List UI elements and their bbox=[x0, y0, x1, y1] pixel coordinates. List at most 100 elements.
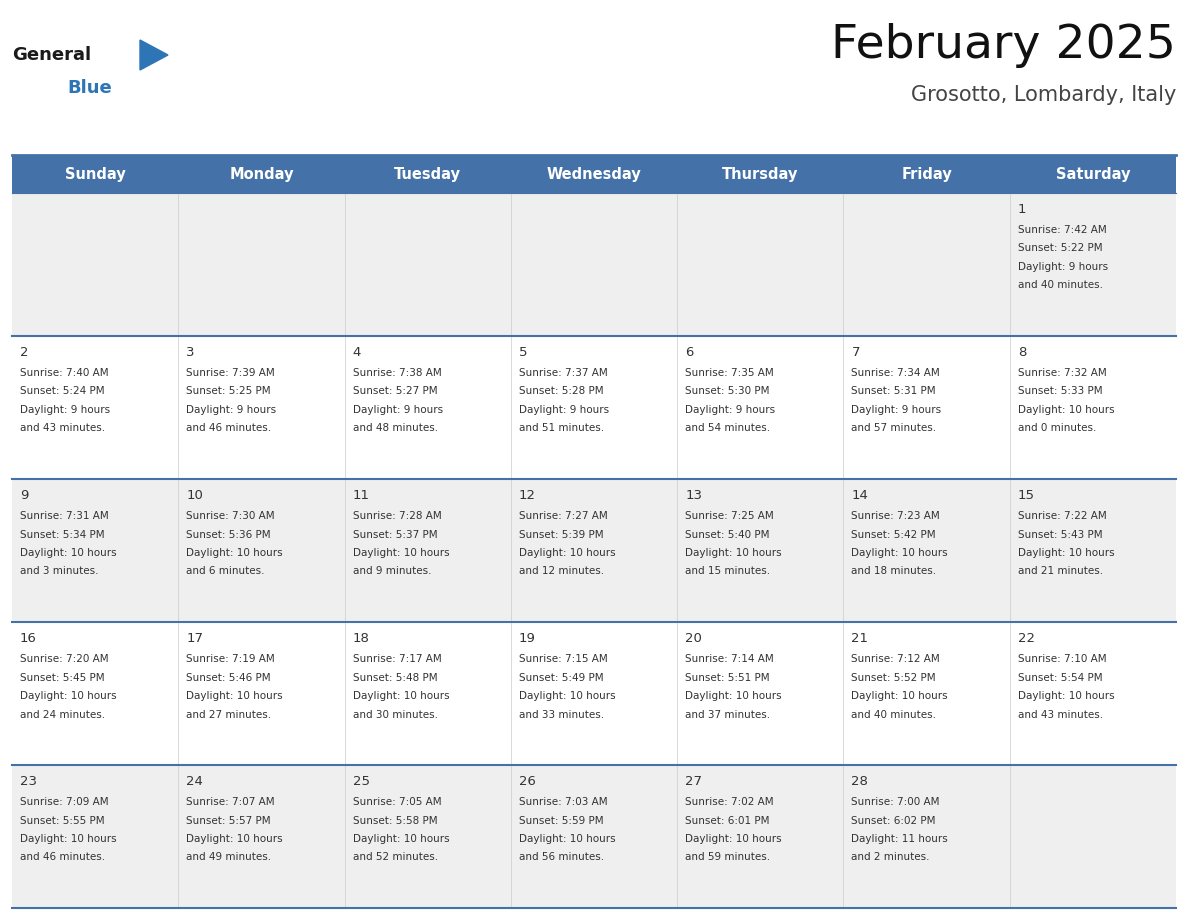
Text: Daylight: 10 hours: Daylight: 10 hours bbox=[1018, 691, 1114, 701]
Text: Sunset: 5:52 PM: Sunset: 5:52 PM bbox=[852, 673, 936, 682]
Text: and 0 minutes.: and 0 minutes. bbox=[1018, 423, 1097, 433]
Bar bbox=[677, 622, 843, 765]
Bar bbox=[843, 336, 1010, 479]
Text: Sunrise: 7:40 AM: Sunrise: 7:40 AM bbox=[20, 368, 108, 378]
Text: Daylight: 10 hours: Daylight: 10 hours bbox=[519, 548, 615, 558]
Text: Sunrise: 7:14 AM: Sunrise: 7:14 AM bbox=[685, 654, 773, 664]
Text: 12: 12 bbox=[519, 489, 536, 502]
Text: 26: 26 bbox=[519, 775, 536, 788]
Text: 22: 22 bbox=[1018, 632, 1035, 645]
Bar bbox=[511, 193, 677, 336]
Text: Daylight: 9 hours: Daylight: 9 hours bbox=[1018, 262, 1108, 272]
Bar bbox=[843, 193, 1010, 336]
Text: Sunrise: 7:02 AM: Sunrise: 7:02 AM bbox=[685, 797, 773, 807]
Text: 24: 24 bbox=[187, 775, 203, 788]
Text: Sunset: 5:34 PM: Sunset: 5:34 PM bbox=[20, 530, 105, 540]
Text: 7: 7 bbox=[852, 346, 860, 359]
Text: Sunrise: 7:42 AM: Sunrise: 7:42 AM bbox=[1018, 225, 1106, 235]
Bar bbox=[178, 336, 345, 479]
Bar bbox=[12, 193, 178, 336]
Text: Sunset: 5:51 PM: Sunset: 5:51 PM bbox=[685, 673, 770, 682]
Text: 17: 17 bbox=[187, 632, 203, 645]
Text: 3: 3 bbox=[187, 346, 195, 359]
Bar bbox=[677, 479, 843, 622]
Text: Daylight: 10 hours: Daylight: 10 hours bbox=[353, 548, 449, 558]
Text: Sunrise: 7:32 AM: Sunrise: 7:32 AM bbox=[1018, 368, 1106, 378]
Text: 14: 14 bbox=[852, 489, 868, 502]
Text: Daylight: 9 hours: Daylight: 9 hours bbox=[187, 405, 277, 415]
Text: 13: 13 bbox=[685, 489, 702, 502]
Text: Sunset: 5:22 PM: Sunset: 5:22 PM bbox=[1018, 243, 1102, 253]
Text: Friday: Friday bbox=[902, 166, 952, 182]
Text: Sunset: 5:28 PM: Sunset: 5:28 PM bbox=[519, 386, 604, 397]
Bar bbox=[1010, 336, 1176, 479]
Text: 9: 9 bbox=[20, 489, 29, 502]
Text: and 27 minutes.: and 27 minutes. bbox=[187, 710, 271, 720]
Bar bbox=[345, 336, 511, 479]
Text: Sunset: 5:57 PM: Sunset: 5:57 PM bbox=[187, 815, 271, 825]
Bar bbox=[843, 622, 1010, 765]
Text: Sunrise: 7:17 AM: Sunrise: 7:17 AM bbox=[353, 654, 441, 664]
Bar bbox=[178, 622, 345, 765]
Text: Sunrise: 7:23 AM: Sunrise: 7:23 AM bbox=[852, 511, 940, 521]
Bar bbox=[345, 479, 511, 622]
Text: Sunset: 5:39 PM: Sunset: 5:39 PM bbox=[519, 530, 604, 540]
Text: 21: 21 bbox=[852, 632, 868, 645]
Text: Thursday: Thursday bbox=[722, 166, 798, 182]
Text: Sunset: 5:31 PM: Sunset: 5:31 PM bbox=[852, 386, 936, 397]
Bar bbox=[12, 479, 178, 622]
Text: 1: 1 bbox=[1018, 203, 1026, 216]
Text: Sunrise: 7:37 AM: Sunrise: 7:37 AM bbox=[519, 368, 607, 378]
Text: Sunrise: 7:25 AM: Sunrise: 7:25 AM bbox=[685, 511, 773, 521]
Text: Sunset: 5:27 PM: Sunset: 5:27 PM bbox=[353, 386, 437, 397]
Text: 23: 23 bbox=[20, 775, 37, 788]
Text: and 2 minutes.: and 2 minutes. bbox=[852, 853, 930, 863]
Text: and 56 minutes.: and 56 minutes. bbox=[519, 853, 604, 863]
Text: Daylight: 9 hours: Daylight: 9 hours bbox=[685, 405, 776, 415]
Text: Sunrise: 7:10 AM: Sunrise: 7:10 AM bbox=[1018, 654, 1106, 664]
Text: and 51 minutes.: and 51 minutes. bbox=[519, 423, 604, 433]
Bar bbox=[178, 479, 345, 622]
Text: Daylight: 10 hours: Daylight: 10 hours bbox=[685, 834, 782, 844]
Text: 27: 27 bbox=[685, 775, 702, 788]
Text: Sunrise: 7:03 AM: Sunrise: 7:03 AM bbox=[519, 797, 607, 807]
Bar bbox=[843, 765, 1010, 908]
Text: and 21 minutes.: and 21 minutes. bbox=[1018, 566, 1102, 577]
Text: Sunset: 5:43 PM: Sunset: 5:43 PM bbox=[1018, 530, 1102, 540]
Text: Sunset: 5:45 PM: Sunset: 5:45 PM bbox=[20, 673, 105, 682]
Text: Daylight: 10 hours: Daylight: 10 hours bbox=[353, 691, 449, 701]
Text: Wednesday: Wednesday bbox=[546, 166, 642, 182]
Bar bbox=[178, 155, 345, 193]
Bar bbox=[12, 622, 178, 765]
Text: 19: 19 bbox=[519, 632, 536, 645]
Text: Sunset: 5:24 PM: Sunset: 5:24 PM bbox=[20, 386, 105, 397]
Text: and 43 minutes.: and 43 minutes. bbox=[20, 423, 105, 433]
Text: Daylight: 10 hours: Daylight: 10 hours bbox=[20, 691, 116, 701]
Bar bbox=[345, 155, 511, 193]
Text: Sunset: 5:37 PM: Sunset: 5:37 PM bbox=[353, 530, 437, 540]
Text: Sunset: 6:01 PM: Sunset: 6:01 PM bbox=[685, 815, 770, 825]
Text: Sunset: 5:36 PM: Sunset: 5:36 PM bbox=[187, 530, 271, 540]
Text: Daylight: 9 hours: Daylight: 9 hours bbox=[852, 405, 942, 415]
Bar bbox=[1010, 765, 1176, 908]
Text: Sunrise: 7:20 AM: Sunrise: 7:20 AM bbox=[20, 654, 108, 664]
Text: Daylight: 10 hours: Daylight: 10 hours bbox=[519, 691, 615, 701]
Text: and 24 minutes.: and 24 minutes. bbox=[20, 710, 105, 720]
Text: 16: 16 bbox=[20, 632, 37, 645]
Text: Daylight: 10 hours: Daylight: 10 hours bbox=[1018, 548, 1114, 558]
Text: Sunrise: 7:09 AM: Sunrise: 7:09 AM bbox=[20, 797, 108, 807]
Text: 8: 8 bbox=[1018, 346, 1026, 359]
Text: Daylight: 9 hours: Daylight: 9 hours bbox=[353, 405, 443, 415]
Text: and 6 minutes.: and 6 minutes. bbox=[187, 566, 265, 577]
Text: Saturday: Saturday bbox=[1056, 166, 1130, 182]
Text: Daylight: 10 hours: Daylight: 10 hours bbox=[519, 834, 615, 844]
Text: Sunset: 5:42 PM: Sunset: 5:42 PM bbox=[852, 530, 936, 540]
Bar bbox=[677, 193, 843, 336]
Text: Daylight: 10 hours: Daylight: 10 hours bbox=[685, 691, 782, 701]
Text: Sunrise: 7:34 AM: Sunrise: 7:34 AM bbox=[852, 368, 940, 378]
Text: 4: 4 bbox=[353, 346, 361, 359]
Bar bbox=[345, 765, 511, 908]
Text: and 54 minutes.: and 54 minutes. bbox=[685, 423, 770, 433]
Text: 2: 2 bbox=[20, 346, 29, 359]
Text: and 48 minutes.: and 48 minutes. bbox=[353, 423, 437, 433]
